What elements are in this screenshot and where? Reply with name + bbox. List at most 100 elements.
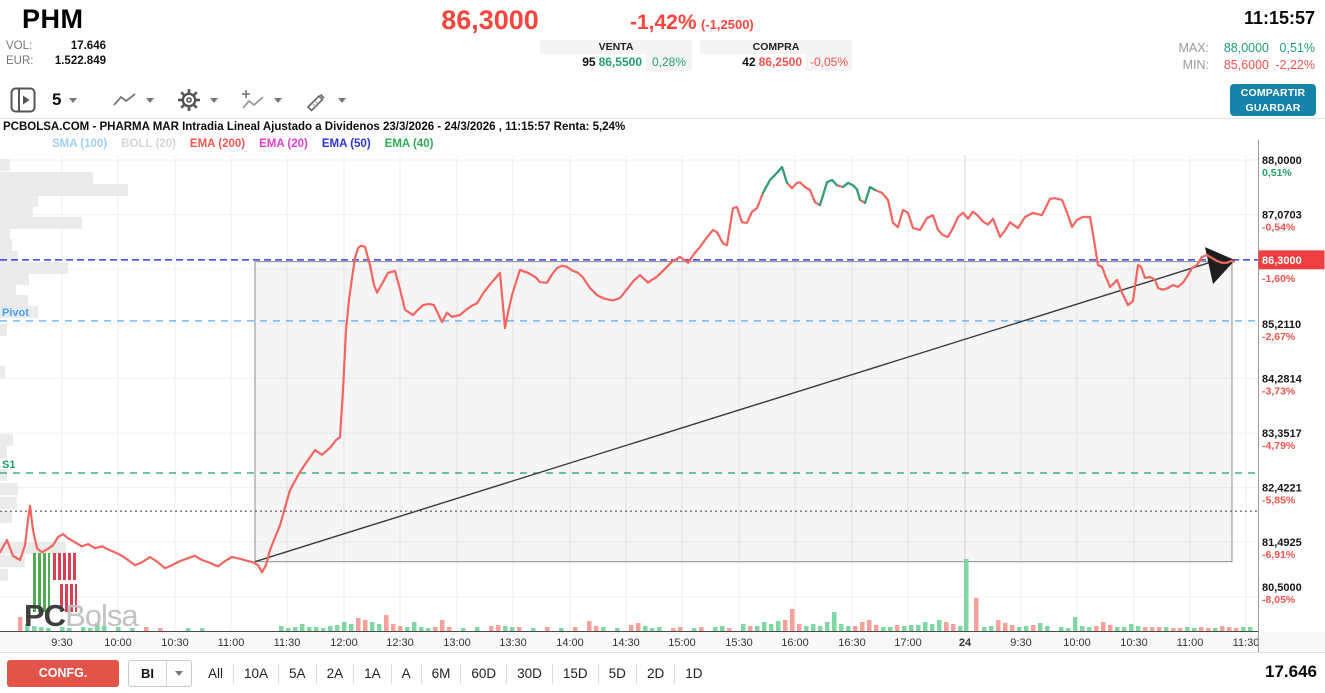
volume-bar	[629, 625, 634, 631]
volume-bar	[1115, 627, 1120, 631]
volume-bar	[1157, 627, 1162, 631]
ask-size: 95	[582, 55, 596, 69]
volume-bar	[349, 624, 354, 631]
pivot-line-label: Pivot	[2, 307, 29, 319]
volume-profile-bar	[0, 295, 28, 307]
legend-item-3[interactable]: EMA (20)	[259, 138, 308, 150]
footer-bar: CONFG. BI All 10A 5A 2A 1A A 6M 60D 30D 15D 5D 2D 1D…	[0, 655, 1325, 693]
volume-bar	[158, 628, 163, 631]
volume-bar	[1003, 623, 1008, 631]
interval-value: 5	[52, 90, 62, 109]
volume-bar	[510, 627, 515, 631]
period-button-15d[interactable]: 15D	[551, 663, 598, 684]
volume-bar	[594, 626, 599, 631]
period-button-2a[interactable]: 2A	[315, 663, 354, 684]
period-button-all[interactable]: All	[208, 665, 224, 681]
volume-bar	[419, 627, 424, 631]
share-save-button[interactable]: COMPARTIR GUARDAR	[1230, 84, 1316, 116]
clock: 11:15:57	[1243, 8, 1315, 28]
bid-box: COMPRA 42 86,2500 -0,05%	[700, 40, 852, 71]
panel-toggle-button[interactable]	[10, 86, 36, 114]
ask-quote: 95 86,5500	[540, 54, 646, 71]
volume-bar	[923, 622, 928, 631]
volume-bar	[1038, 623, 1043, 631]
volume-profile-bar	[0, 483, 18, 495]
period-button-5a[interactable]: 5A	[278, 663, 316, 684]
volume-bar	[461, 628, 466, 631]
period-button-60d[interactable]: 60D	[460, 663, 506, 684]
y-tick-price: 84,2814	[1262, 373, 1303, 385]
x-tick-label: 12:30	[386, 637, 414, 649]
volume-bar	[1227, 627, 1232, 631]
volume-bar	[951, 624, 956, 631]
volume-profile-bar	[0, 497, 17, 509]
volume-profile-bar	[0, 262, 68, 274]
volume-bar	[615, 628, 620, 631]
legend-item-4[interactable]: EMA (50)	[321, 138, 371, 150]
period-button-1a[interactable]: 1A	[353, 663, 391, 684]
footer-volume-value: 17.646	[1265, 662, 1317, 681]
volume-profile-bar	[0, 511, 12, 523]
price-line-up-segment	[863, 185, 877, 204]
volume-bar	[1213, 628, 1218, 631]
volume-bar	[200, 628, 205, 631]
mode-dropdown[interactable]: BI	[128, 660, 192, 687]
period-button-1d[interactable]: 1D	[674, 663, 712, 684]
config-button[interactable]: CONFG.	[7, 660, 119, 687]
volume-bar	[1122, 627, 1127, 631]
volume-bar	[279, 626, 284, 631]
volume-bar	[982, 627, 987, 631]
period-button-a[interactable]: A	[390, 663, 421, 684]
period-button-5d[interactable]: 5D	[597, 663, 636, 684]
volume-bar	[531, 628, 536, 631]
volume-bar	[846, 626, 851, 631]
volume-bar	[839, 624, 844, 631]
current-percent-label: -1,60%	[1262, 273, 1296, 285]
period-button-30d[interactable]: 30D	[506, 663, 552, 684]
legend-item-5[interactable]: EMA (40)	[384, 138, 434, 150]
x-tick-label: 14:30	[612, 637, 640, 649]
volume-bar	[1248, 627, 1253, 631]
add-indicator-icon	[242, 90, 264, 109]
bid-quote: 42 86,2500	[700, 54, 806, 71]
volume-bar	[860, 622, 865, 631]
volume-bar	[412, 622, 417, 631]
mode-value: BI	[141, 666, 154, 681]
volume-profile-bar	[0, 217, 82, 229]
volume-bar	[867, 620, 872, 631]
volume-bar	[974, 598, 979, 631]
period-button-6m[interactable]: 6M	[420, 663, 461, 684]
volume-bar	[650, 628, 655, 631]
volume-bar	[811, 624, 816, 631]
volume-bar	[741, 624, 746, 631]
volume-bar	[39, 627, 44, 631]
indicators-dropdown[interactable]	[240, 86, 282, 114]
legend-item-2[interactable]: EMA (200)	[189, 138, 246, 150]
volume-bar	[699, 627, 704, 631]
interval-dropdown[interactable]: 5	[52, 86, 78, 114]
y-tick-price: 88,0000	[1262, 155, 1302, 167]
y-tick-percent: -6,91%	[1262, 549, 1296, 561]
period-button-2d[interactable]: 2D	[635, 663, 674, 684]
x-tick-label: 16:30	[838, 637, 866, 649]
draw-tools-dropdown[interactable]	[304, 86, 346, 114]
volume-bar	[643, 626, 648, 631]
settings-dropdown[interactable]	[176, 86, 218, 114]
volume-profile-bar	[0, 542, 66, 554]
volume-profile-bar	[0, 206, 33, 218]
legend-item-1[interactable]: BOLL (20)	[121, 138, 176, 150]
volume-bar	[314, 627, 319, 631]
share-label: COMPARTIR	[1240, 87, 1306, 99]
x-axis-strip	[0, 632, 1325, 652]
volume-profile-bar	[0, 284, 16, 296]
max-percent: 0,51%	[1279, 41, 1315, 55]
legend-item-0[interactable]: SMA (100)	[52, 138, 108, 150]
volume-profile-bar	[0, 159, 10, 171]
chart-type-dropdown[interactable]	[112, 86, 154, 114]
volume-bar	[1108, 625, 1113, 631]
x-tick-label: 11:30	[274, 637, 301, 649]
volume-profile-bar	[0, 366, 5, 378]
chart-canvas[interactable]: Pivot S1 9:30 10:00 10:30 11:00 11:30 12:00 12:3…	[0, 120, 1325, 653]
x-tick-label: 9:30	[1010, 637, 1031, 649]
period-button-10a[interactable]: 10A	[233, 663, 278, 684]
